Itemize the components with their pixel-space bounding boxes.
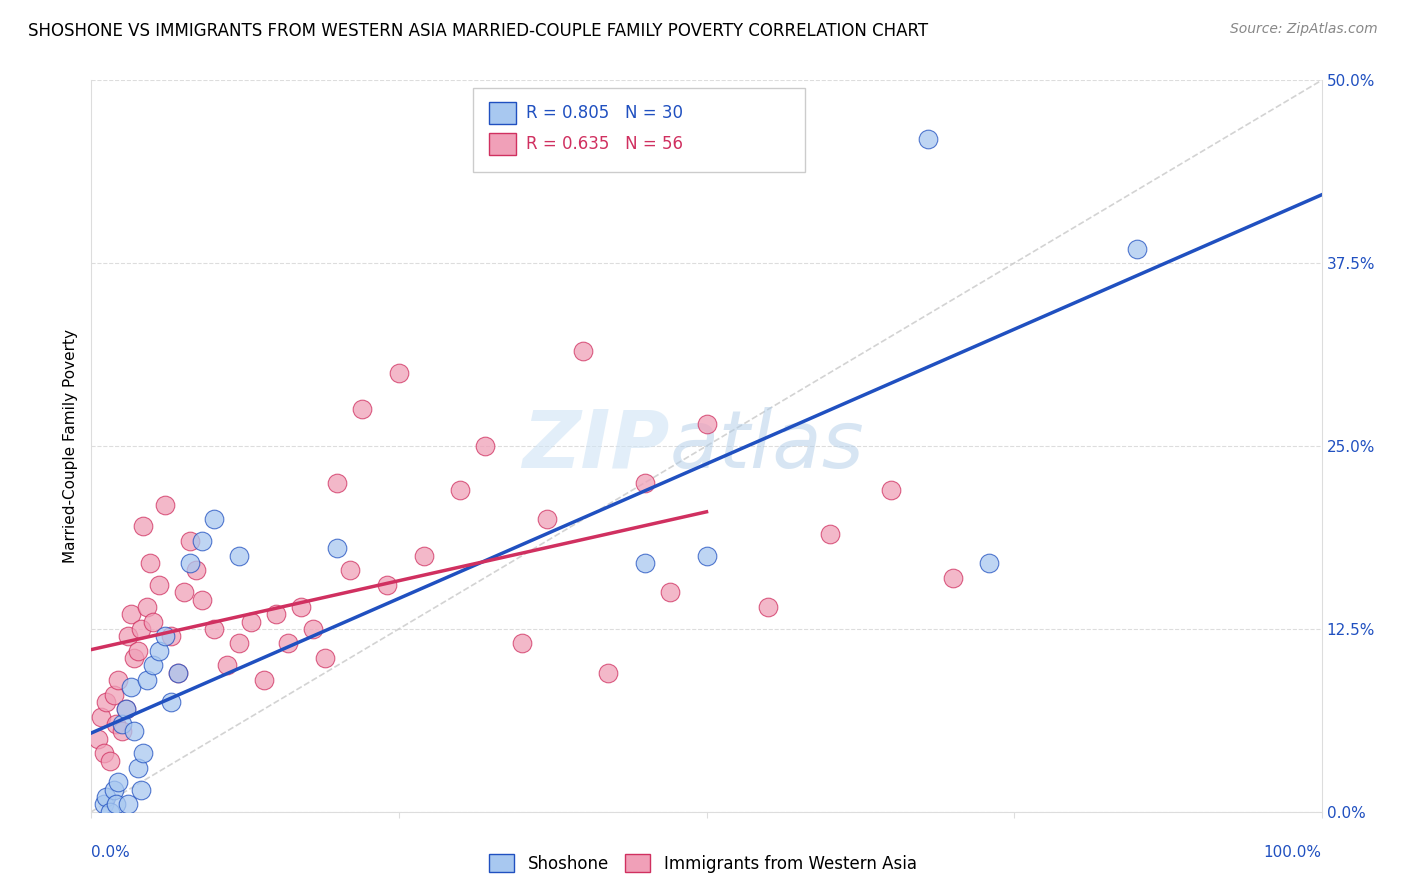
Point (103, 782, 125, 797)
Point (179, 534, 201, 549)
Point (658, 585, 681, 599)
Point (166, 665, 188, 680)
Point (326, 541, 349, 556)
Point (135, 599, 157, 614)
Point (818, 526, 841, 541)
Point (253, 673, 276, 687)
Point (148, 644, 170, 658)
Y-axis label: Married-Couple Family Poverty: Married-Couple Family Poverty (63, 329, 79, 563)
Point (215, 658, 238, 673)
Point (634, 475, 657, 490)
Legend: Shoshone, Immigrants from Western Asia: Shoshone, Immigrants from Western Asia (482, 847, 924, 880)
Point (536, 512, 558, 526)
Point (98, 754, 121, 768)
Point (184, 563, 207, 577)
FancyBboxPatch shape (489, 133, 516, 155)
Point (153, 498, 177, 512)
Point (120, 681, 142, 695)
Point (756, 599, 779, 614)
Point (107, 775, 129, 789)
Text: 0.0%: 0.0% (91, 845, 131, 860)
Point (412, 549, 434, 563)
Point (179, 556, 201, 570)
Point (132, 746, 155, 760)
Text: Source: ZipAtlas.com: Source: ZipAtlas.com (1230, 22, 1378, 37)
Point (979, 556, 1001, 570)
Point (129, 782, 152, 797)
Point (124, 724, 146, 739)
Point (352, 402, 374, 417)
Point (129, 622, 152, 636)
Point (105, 797, 127, 812)
Point (240, 615, 263, 629)
Point (93, 797, 115, 812)
Text: 100.0%: 100.0% (1264, 845, 1322, 860)
Point (634, 556, 657, 570)
Point (127, 761, 149, 775)
Point (132, 519, 155, 533)
Point (98, 805, 121, 819)
Point (153, 629, 177, 643)
Point (474, 439, 496, 453)
Point (111, 724, 134, 739)
FancyBboxPatch shape (489, 103, 516, 124)
Point (375, 578, 398, 592)
Point (191, 592, 214, 607)
Point (160, 629, 183, 643)
Point (96, 790, 117, 805)
Point (191, 534, 214, 549)
Point (202, 512, 225, 526)
Point (127, 644, 149, 658)
Point (117, 797, 139, 812)
Point (166, 665, 188, 680)
Point (290, 599, 312, 614)
Point (135, 673, 157, 687)
Point (228, 636, 250, 650)
Point (339, 563, 361, 577)
Point (917, 132, 939, 146)
Point (105, 717, 127, 731)
Point (90, 709, 112, 723)
Point (124, 651, 146, 665)
Point (142, 658, 165, 673)
Point (264, 607, 287, 622)
Point (695, 549, 717, 563)
Point (1126, 242, 1149, 256)
Point (941, 571, 963, 585)
Point (114, 702, 138, 716)
Point (202, 622, 225, 636)
Point (114, 702, 138, 716)
Point (111, 717, 134, 731)
Text: ZIP: ZIP (522, 407, 669, 485)
Point (120, 607, 142, 622)
Point (277, 636, 299, 650)
Text: SHOSHONE VS IMMIGRANTS FROM WESTERN ASIA MARRIED-COUPLE FAMILY POVERTY CORRELATI: SHOSHONE VS IMMIGRANTS FROM WESTERN ASIA… (28, 22, 928, 40)
Point (96, 695, 117, 709)
Point (139, 556, 162, 570)
Point (510, 636, 533, 650)
Point (326, 475, 349, 490)
Point (695, 417, 717, 431)
Point (173, 585, 195, 599)
Point (117, 629, 139, 643)
Text: R = 0.635   N = 56: R = 0.635 N = 56 (526, 135, 683, 153)
Point (301, 622, 323, 636)
FancyBboxPatch shape (472, 87, 804, 171)
Point (880, 483, 903, 497)
Point (142, 615, 165, 629)
Point (86, 731, 108, 746)
Point (148, 578, 170, 592)
Point (107, 673, 129, 687)
Point (314, 651, 336, 665)
Point (449, 483, 471, 497)
Text: atlas: atlas (669, 407, 865, 485)
Point (93, 746, 115, 760)
Point (596, 665, 619, 680)
Point (228, 549, 250, 563)
Point (160, 695, 183, 709)
Point (572, 343, 595, 358)
Point (103, 688, 125, 702)
Point (388, 366, 411, 380)
Text: R = 0.805   N = 30: R = 0.805 N = 30 (526, 104, 683, 122)
